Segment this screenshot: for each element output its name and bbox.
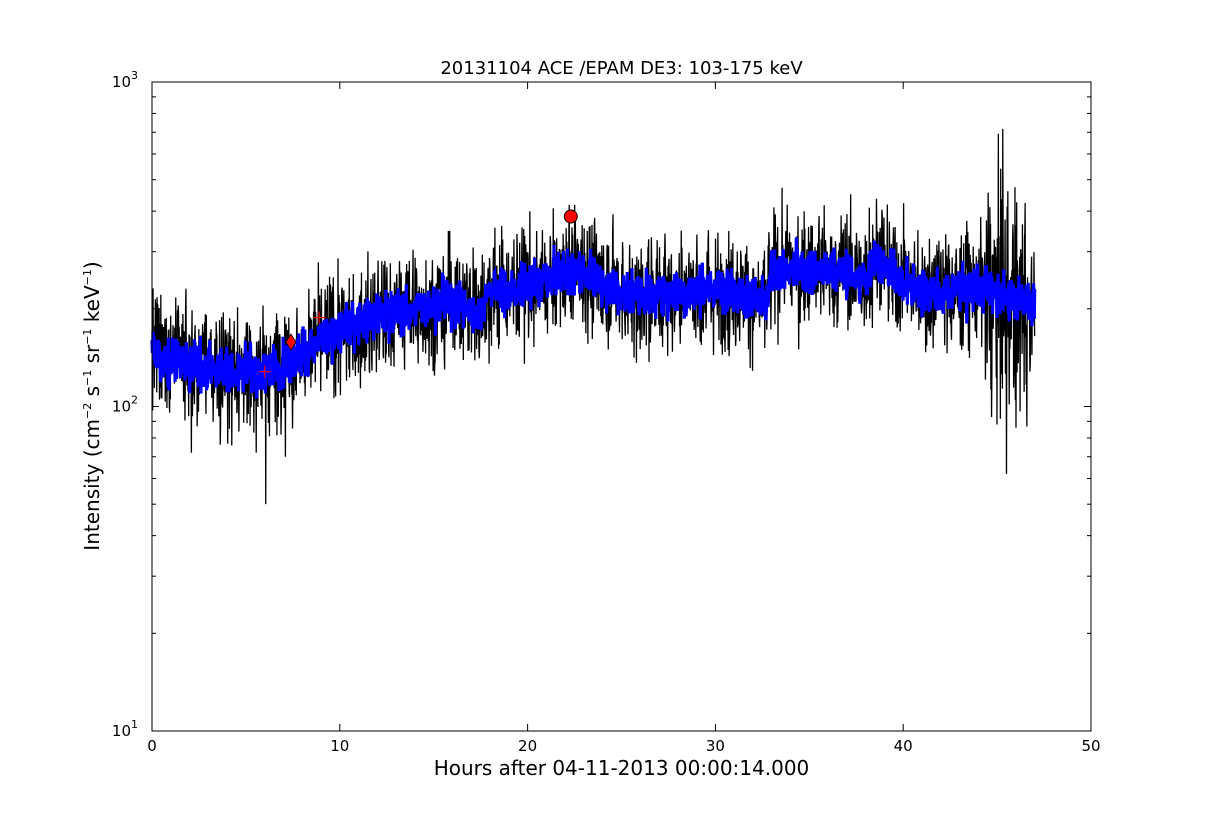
x-tick-label: 40 [894,737,913,755]
y-tick-label-base: 10 [112,73,131,91]
marker-circle [563,209,578,224]
y-tick-label-exp: 3 [131,69,138,82]
y-axis-title-exp4: −1 [81,269,94,285]
y-axis-title-mid1: s [80,386,104,403]
y-axis-title-mid2: sr [80,344,104,370]
marker-plus [258,365,271,378]
y-tick-label-exp: 1 [131,718,138,731]
marker-plus [313,311,326,324]
y-tick-label: 103 [112,69,138,91]
y-tick-label-base: 10 [112,722,131,740]
x-tick-label: 10 [330,737,349,755]
y-axis-title-suffix: ) [80,261,104,269]
series-smoothed-line [150,237,1037,399]
marker-diamond [285,333,297,351]
y-tick-label: 101 [112,718,138,740]
y-axis-title-exp2: −1 [81,370,94,386]
y-tick-label-exp: 2 [131,394,138,407]
x-tick-label: 20 [518,737,537,755]
y-axis-title: Intensity (cm−2 s−1 sr−1 keV−1) [80,261,104,550]
x-tick-label: 50 [1081,737,1100,755]
y-tick-label-base: 10 [112,398,131,416]
y-tick-label: 102 [112,394,138,416]
y-axis-title-prefix: Intensity (cm [80,419,104,551]
plot-data [150,128,1037,505]
y-axis-title-mid3: keV [80,285,104,329]
x-tick-label: 30 [706,737,725,755]
chart-title: 20131104 ACE /EPAM DE3: 103-175 keV [440,58,803,79]
series-raw-line [151,128,1036,505]
y-axis-title-exp1: −2 [81,403,94,419]
x-tick-label: 0 [147,737,157,755]
x-axis-title: Hours after 04-11-2013 00:00:14.000 [434,756,810,780]
y-axis-title-exp3: −1 [81,329,94,345]
